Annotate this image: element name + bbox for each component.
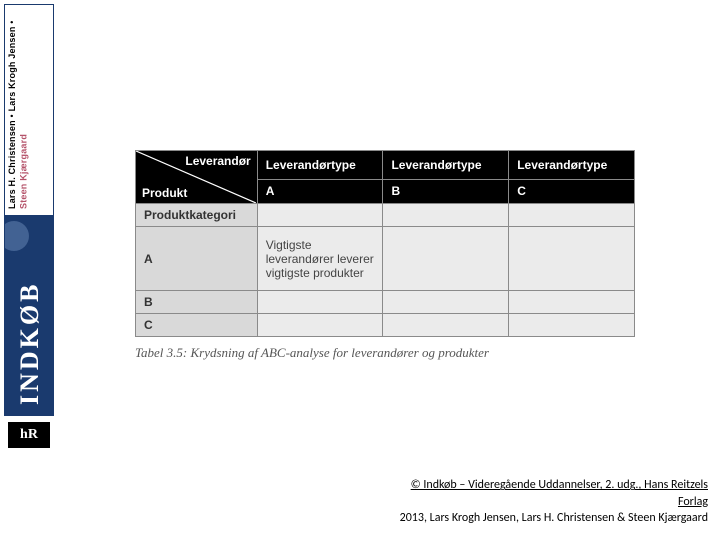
table-row: B (136, 291, 635, 314)
table-row: A Vigtigste leverandører leverer vigtigs… (136, 227, 635, 291)
table-cell (383, 291, 509, 314)
table-cell (257, 291, 383, 314)
author-3: Steen Kjærgaard (19, 134, 29, 209)
abc-matrix-table: Leverandør Produkt Leverandørtype Levera… (135, 150, 635, 337)
diag-label-bottom: Produkt (142, 186, 187, 200)
diagonal-header-cell: Leverandør Produkt (136, 151, 258, 204)
author-2: Lars Krogh Jensen (7, 26, 17, 111)
footer-line: Forlag (400, 494, 708, 510)
footer-line: 2013, Lars Krogh Jensen, Lars H. Christe… (400, 510, 708, 526)
spine-title: INDKØB (15, 225, 45, 405)
table-row: C (136, 314, 635, 337)
table-cell (383, 227, 509, 291)
col-subheader: B (383, 179, 509, 203)
table-row: Produktkategori (136, 204, 635, 227)
publisher-logo: hR (8, 422, 50, 448)
table-cell (383, 314, 509, 337)
table-cell (509, 204, 635, 227)
row-label: B (136, 291, 258, 314)
footer-line: © Indkøb – Videregående Uddannelser, 2. … (400, 477, 708, 493)
table-header-row: Leverandør Produkt Leverandørtype Levera… (136, 151, 635, 180)
table-cell (257, 204, 383, 227)
row-label: C (136, 314, 258, 337)
figure-caption: Tabel 3.5: Krydsning af ABC-analyse for … (135, 345, 635, 361)
copyright-footer: © Indkøb – Videregående Uddannelser, 2. … (400, 477, 708, 526)
table-cell (509, 291, 635, 314)
table-cell (383, 204, 509, 227)
row-label: A (136, 227, 258, 291)
col-header: Leverandørtype (509, 151, 635, 180)
table-cell (509, 227, 635, 291)
category-label: Produktkategori (136, 204, 258, 227)
col-header: Leverandørtype (383, 151, 509, 180)
col-header: Leverandørtype (257, 151, 383, 180)
col-subheader: A (257, 179, 383, 203)
table-cell (257, 314, 383, 337)
table-cell (509, 314, 635, 337)
figure-area: Leverandør Produkt Leverandørtype Levera… (135, 150, 635, 361)
spine-authors: Lars H. Christensen • Lars Krogh Jensen … (5, 5, 53, 215)
table-cell: Vigtigste leverandører leverer vigtigste… (257, 227, 383, 291)
author-1: Lars H. Christensen (7, 120, 17, 209)
book-spine: Lars H. Christensen • Lars Krogh Jensen … (4, 4, 54, 416)
spine-title-area: INDKØB (5, 215, 53, 415)
col-subheader: C (509, 179, 635, 203)
diag-label-top: Leverandør (185, 154, 250, 168)
